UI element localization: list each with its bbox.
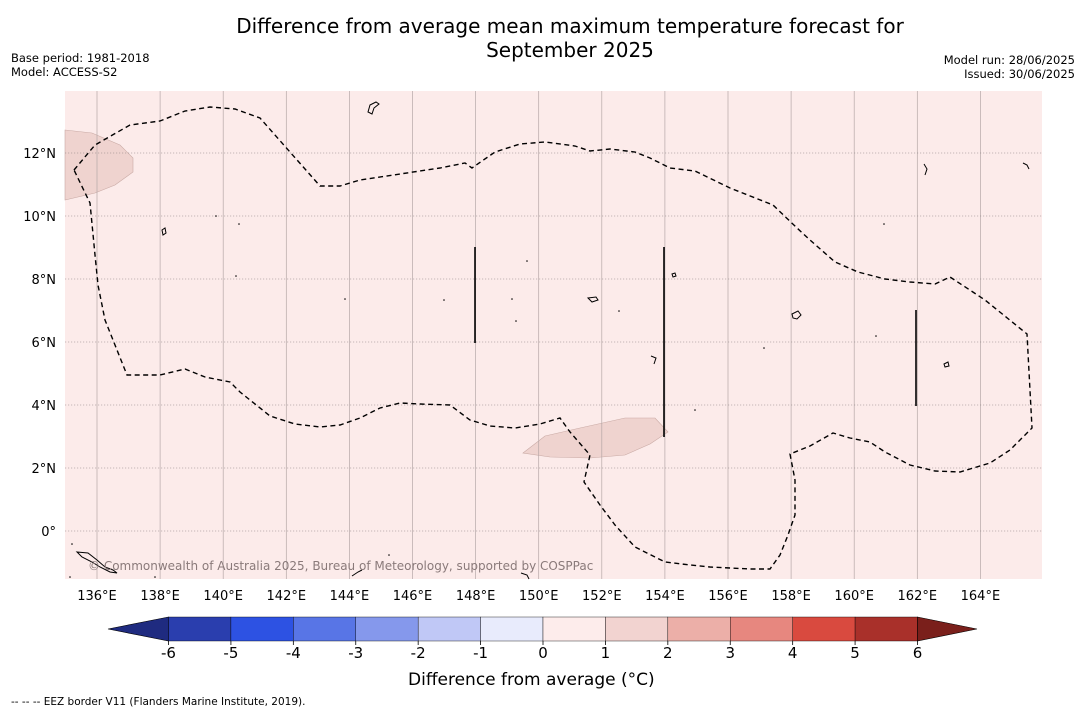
lat-label: 0° bbox=[41, 525, 56, 540]
colorbar-segment bbox=[168, 616, 232, 642]
colorbar-segment bbox=[667, 616, 731, 642]
colorbar-segment bbox=[854, 616, 918, 642]
lat-label: 12°N bbox=[23, 147, 56, 162]
lon-label: 150°E bbox=[519, 589, 559, 604]
meta-left: Base period: 1981-2018 Model: ACCESS-S2 bbox=[11, 51, 150, 79]
colorbar-tick-label: 2 bbox=[663, 644, 673, 662]
lon-label: 164°E bbox=[961, 589, 1001, 604]
island-dots bbox=[69, 215, 885, 578]
colorbar-tick-label: -1 bbox=[473, 644, 488, 662]
map-title: Difference from average mean maximum tem… bbox=[0, 14, 1085, 62]
colorbar-tick-label: 1 bbox=[601, 644, 611, 662]
colorbar-segment bbox=[480, 616, 544, 642]
lon-label: 144°E bbox=[330, 589, 370, 604]
lon-label: 158°E bbox=[771, 589, 811, 604]
colorbar-segment bbox=[542, 616, 606, 642]
colorbar-underflow bbox=[107, 616, 169, 642]
copyright-text: © Commonwealth of Australia 2025, Bureau… bbox=[88, 559, 593, 573]
map-area: © Commonwealth of Australia 2025, Bureau… bbox=[64, 91, 1042, 580]
lon-label: 154°E bbox=[645, 589, 685, 604]
lat-label: 6°N bbox=[32, 336, 57, 351]
title-line-1: Difference from average mean maximum tem… bbox=[236, 14, 904, 38]
colorbar-tick-label: 5 bbox=[850, 644, 860, 662]
footer-note: -- -- -- EEZ border V11 (Flanders Marine… bbox=[11, 696, 306, 708]
colorbar-tick-label: 0 bbox=[538, 644, 548, 662]
longitude-labels: 136°E 138°E 140°E 142°E 144°E 146°E 148°E 150°E… bbox=[77, 589, 1000, 604]
lat-label: 4°N bbox=[32, 399, 57, 414]
colorbar-tick-label: 3 bbox=[725, 644, 735, 662]
island-kosrae bbox=[943, 361, 950, 368]
island-atoll-a bbox=[671, 272, 677, 278]
lon-label: 148°E bbox=[456, 589, 496, 604]
lon-label: 142°E bbox=[267, 589, 307, 604]
colorbar-tick-label: -5 bbox=[223, 644, 238, 662]
island-yap bbox=[161, 227, 167, 236]
lon-label: 152°E bbox=[582, 589, 622, 604]
island-atoll-b bbox=[650, 355, 657, 365]
colorbar-tick-label: -6 bbox=[161, 644, 176, 662]
island-chuuk bbox=[586, 296, 599, 303]
eez-border bbox=[73, 106, 1033, 570]
colorbar-segment bbox=[355, 616, 419, 642]
colorbar-segment bbox=[293, 616, 356, 642]
island-png-north bbox=[75, 551, 118, 574]
lat-label: 2°N bbox=[32, 462, 57, 477]
island-guam bbox=[367, 101, 380, 115]
issued-date: Issued: 30/06/2025 bbox=[964, 67, 1075, 81]
colorbar-segment bbox=[605, 616, 669, 642]
lat-label: 10°N bbox=[23, 210, 56, 225]
colorbar-segment bbox=[730, 616, 793, 642]
island-atoll-c bbox=[923, 163, 928, 176]
island-png-islet bbox=[520, 572, 530, 580]
lon-label: 160°E bbox=[834, 589, 874, 604]
colorbar: -6 -5 -4 -3 -2 -1 0 1 2 3 4 5 6 bbox=[107, 616, 978, 662]
title-line-2: September 2025 bbox=[486, 38, 654, 62]
colorbar-segment bbox=[230, 616, 294, 642]
islands bbox=[75, 101, 1030, 580]
island-atoll-d bbox=[1022, 162, 1030, 170]
colorbar-tick-label: -2 bbox=[411, 644, 426, 662]
colorbar-segment bbox=[417, 616, 481, 642]
map-background bbox=[65, 91, 1042, 579]
lon-label: 136°E bbox=[77, 589, 117, 604]
colorbar-overflow bbox=[917, 616, 978, 642]
lon-label: 140°E bbox=[203, 589, 243, 604]
model-name: Model: ACCESS-S2 bbox=[11, 65, 118, 79]
meta-right: Model run: 28/06/2025 Issued: 30/06/2025 bbox=[944, 53, 1075, 81]
colorbar-segment bbox=[792, 616, 856, 642]
lon-label: 156°E bbox=[708, 589, 748, 604]
anomaly-patch-west bbox=[64, 129, 134, 201]
colorbar-tick-label: -3 bbox=[348, 644, 363, 662]
model-run: Model run: 28/06/2025 bbox=[943, 53, 1075, 67]
island-png-east bbox=[351, 569, 363, 577]
lon-label: 138°E bbox=[140, 589, 180, 604]
lon-label: 162°E bbox=[898, 589, 938, 604]
base-period: Base period: 1981-2018 bbox=[11, 51, 150, 65]
lat-label: 8°N bbox=[32, 273, 57, 288]
colorbar-label: Difference from average (°C) bbox=[408, 670, 655, 690]
island-pohnpei bbox=[791, 310, 802, 320]
latitude-labels: 12°N 10°N 8°N 6°N 4°N 2°N 0° bbox=[23, 147, 56, 540]
colorbar-tick-label: -4 bbox=[286, 644, 301, 662]
colorbar-tick-label: 4 bbox=[788, 644, 798, 662]
colorbar-tick-label: 6 bbox=[913, 644, 923, 662]
lon-label: 146°E bbox=[393, 589, 433, 604]
